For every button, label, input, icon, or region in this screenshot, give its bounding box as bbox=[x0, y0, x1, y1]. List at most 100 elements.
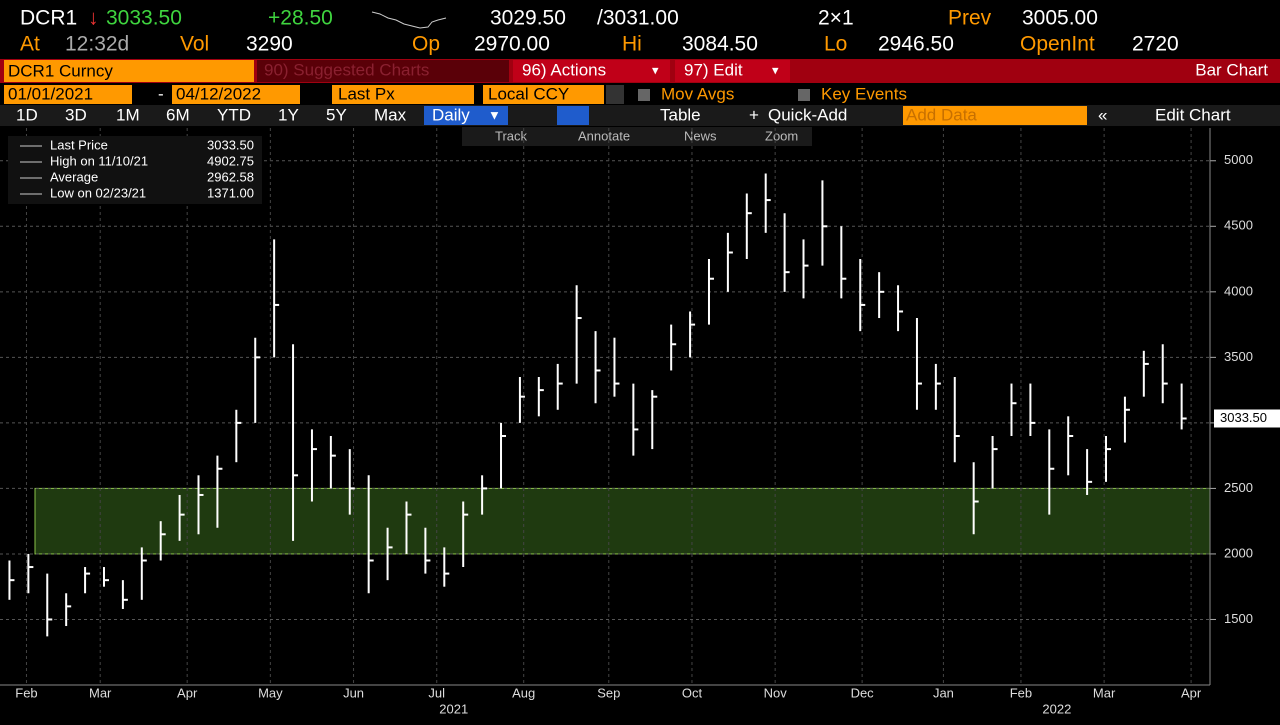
y-tick-label: 5000 bbox=[1224, 152, 1253, 167]
x-tick-label: May bbox=[258, 685, 283, 700]
x-tick-label: Jan bbox=[933, 685, 954, 700]
edit-chart: Edit Chart bbox=[1155, 105, 1231, 124]
tool-button[interactable]: News bbox=[684, 128, 717, 143]
period-button[interactable]: 3D bbox=[65, 105, 87, 124]
caret: ▾ bbox=[652, 62, 659, 77]
x-tick-label: Jun bbox=[343, 685, 364, 700]
x-tick-label: Apr bbox=[177, 685, 198, 700]
plus: + bbox=[749, 105, 759, 124]
x-tick-label: Mar bbox=[89, 685, 112, 700]
checkbox[interactable] bbox=[638, 89, 650, 101]
high-label: Hi bbox=[622, 33, 642, 56]
y-tick-label: 4500 bbox=[1224, 218, 1253, 233]
periods: 1D 3D 1M 6M YTD 1Y 5Y Max bbox=[16, 105, 407, 124]
legend-label: Low on 02/23/21 bbox=[50, 185, 146, 200]
security-box[interactable] bbox=[4, 60, 254, 82]
currency-box[interactable] bbox=[483, 85, 604, 104]
ticker: DCR1 bbox=[20, 7, 77, 30]
zone bbox=[34, 487, 1211, 555]
quote-header: DCR1 ↓ 3033.50 +28.50 3029.50 /3031.00 2… bbox=[20, 7, 1179, 56]
tool-button[interactable]: Zoom bbox=[765, 128, 798, 143]
y-tick-label: 2000 bbox=[1224, 545, 1253, 560]
prev-label: Prev bbox=[948, 7, 992, 30]
legend-label: High on 11/10/21 bbox=[50, 153, 148, 168]
last-price-label: 3033.50 bbox=[1220, 410, 1267, 425]
x-tick-label: Oct bbox=[682, 685, 703, 700]
start-date: 01/01/2021 bbox=[8, 84, 93, 103]
toolbar: DCR1 Curncy 90) Suggested Charts 96) Act… bbox=[0, 59, 1280, 146]
field-box[interactable] bbox=[332, 85, 474, 104]
tool-button[interactable]: Annotate bbox=[578, 128, 630, 143]
period-bar bbox=[0, 105, 1280, 126]
currency: Local CCY bbox=[488, 84, 569, 103]
legend-value: 2962.58 bbox=[207, 169, 254, 184]
low: 2946.50 bbox=[878, 33, 954, 56]
mov-avgs: Mov Avgs bbox=[661, 84, 734, 103]
legend-value: 1371.00 bbox=[207, 185, 254, 200]
size: 2×1 bbox=[818, 7, 854, 30]
vol-label: Vol bbox=[180, 33, 209, 56]
open-interest: 2720 bbox=[1132, 33, 1179, 56]
chart: 15002000250030003500400045005000FebMarAp… bbox=[0, 128, 1280, 716]
x-tick-label: Apr bbox=[1181, 685, 1202, 700]
key-events: Key Events bbox=[821, 84, 907, 103]
oi-label: OpenInt bbox=[1020, 33, 1095, 56]
field: Last Px bbox=[338, 84, 395, 103]
legend-label: Last Price bbox=[50, 137, 108, 152]
ask: /3031.00 bbox=[597, 7, 679, 30]
caret: ▾ bbox=[772, 62, 779, 77]
security: DCR1 Curncy bbox=[8, 61, 113, 80]
suggested: 90) Suggested Charts bbox=[264, 60, 429, 79]
x-tick-label: Feb bbox=[1010, 685, 1032, 700]
y-tick-label: 1500 bbox=[1224, 611, 1253, 626]
time: 12:32d bbox=[65, 33, 129, 56]
down-arrow: ↓ bbox=[88, 7, 99, 30]
x-tick-label: Nov bbox=[764, 685, 788, 700]
currency-dropdown[interactable] bbox=[606, 85, 624, 104]
edit-button[interactable] bbox=[675, 60, 790, 82]
period-button[interactable]: 1D bbox=[16, 105, 38, 124]
net-change: +28.50 bbox=[268, 7, 333, 30]
end-date: 04/12/2022 bbox=[176, 84, 261, 103]
legend-label: Average bbox=[50, 169, 98, 184]
legend-box bbox=[8, 136, 262, 204]
checkbox[interactable] bbox=[798, 89, 810, 101]
start-date-box[interactable] bbox=[4, 85, 132, 104]
year-label: 2022 bbox=[1042, 701, 1071, 716]
period-button[interactable]: 6M bbox=[166, 105, 190, 124]
open-label: Op bbox=[412, 33, 440, 56]
suggested-button[interactable] bbox=[257, 60, 509, 82]
frequency-button[interactable] bbox=[424, 106, 508, 125]
actions-button[interactable] bbox=[513, 60, 670, 82]
legend-value: 4902.75 bbox=[207, 153, 254, 168]
bar-style[interactable] bbox=[557, 106, 589, 125]
frequency: Daily bbox=[432, 105, 470, 124]
high: 3084.50 bbox=[682, 33, 758, 56]
period-button[interactable]: 1M bbox=[116, 105, 140, 124]
collapse[interactable]: « bbox=[1098, 105, 1107, 124]
actions: 96) Actions bbox=[522, 60, 606, 79]
tools-bar bbox=[462, 127, 812, 146]
edit: 97) Edit bbox=[684, 60, 743, 79]
period-button[interactable]: 5Y bbox=[326, 105, 347, 124]
x-tick-label: Jul bbox=[428, 685, 445, 700]
add-data: Add Data bbox=[906, 105, 977, 124]
last-price: 3033.50 bbox=[106, 7, 182, 30]
volume: 3290 bbox=[246, 33, 293, 56]
end-date-box[interactable] bbox=[172, 85, 300, 104]
y-tick-label: 2500 bbox=[1224, 480, 1253, 495]
legend: Last Price 3033.50 High on 11/10/21 4902.75… bbox=[20, 137, 254, 200]
period-button[interactable]: YTD bbox=[217, 105, 251, 124]
period-button[interactable]: Max bbox=[374, 105, 407, 124]
bid: 3029.50 bbox=[490, 7, 566, 30]
chart-type: Bar Chart bbox=[1195, 60, 1268, 79]
sparkline bbox=[371, 11, 447, 29]
tool-button[interactable]: Track bbox=[495, 128, 528, 143]
open: 2970.00 bbox=[474, 33, 550, 56]
period-button[interactable]: 1Y bbox=[278, 105, 299, 124]
tools: Track Annotate News Zoom bbox=[495, 128, 798, 143]
add-data-box[interactable] bbox=[903, 106, 1087, 125]
x-tick-label: Aug bbox=[512, 685, 535, 700]
